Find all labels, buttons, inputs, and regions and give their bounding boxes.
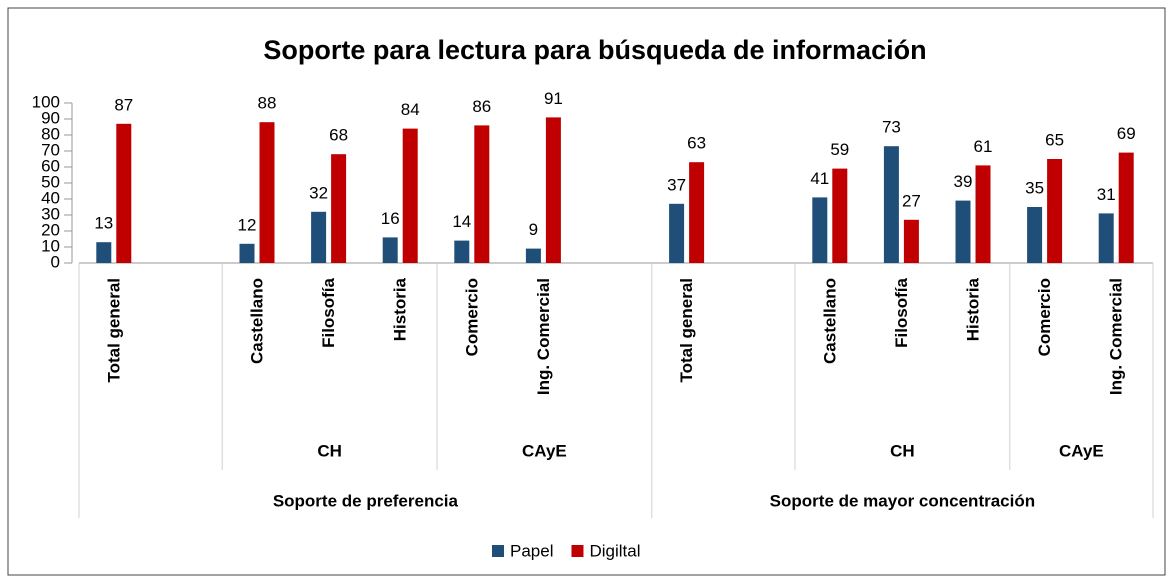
value-label: 65 — [1045, 130, 1064, 149]
y-tick-label: 0 — [51, 252, 60, 271]
x-tick-label: Total general — [677, 278, 696, 383]
legend-swatch — [571, 545, 584, 557]
bar — [669, 203, 685, 263]
bar — [239, 243, 255, 263]
bar — [311, 211, 327, 263]
bar — [545, 117, 561, 264]
bar — [116, 123, 132, 263]
value-label: 91 — [544, 89, 563, 108]
y-tick-label: 70 — [41, 140, 60, 159]
value-label: 86 — [472, 97, 491, 116]
bar — [883, 146, 899, 263]
x-tick-label: Total general — [104, 278, 123, 383]
bar — [96, 242, 112, 263]
x-tick-label: Comercio — [1035, 278, 1054, 356]
value-label: 87 — [114, 95, 133, 114]
bar — [259, 122, 275, 263]
x-tick-label: Comercio — [462, 278, 481, 356]
bar — [1118, 152, 1134, 263]
bar — [832, 168, 848, 263]
x-tick-label: Ing. Comercial — [1107, 278, 1126, 395]
x-tick-label: Historia — [963, 277, 982, 341]
bar — [903, 219, 919, 263]
value-label: 41 — [810, 169, 829, 188]
y-tick-label: 90 — [41, 108, 60, 127]
x-tick-label: Castellano — [820, 278, 839, 364]
value-label: 14 — [452, 212, 471, 231]
group-label: Soporte de preferencia — [273, 491, 459, 510]
y-tick-label: 40 — [41, 188, 60, 207]
group-label: Soporte de mayor concentración — [770, 491, 1035, 510]
value-label: 13 — [94, 214, 113, 233]
y-tick-label: 60 — [41, 156, 60, 175]
value-label: 12 — [238, 215, 257, 234]
bar — [1098, 213, 1114, 263]
x-tick-label: Filosofía — [892, 277, 911, 347]
y-tick-label: 80 — [41, 124, 60, 143]
value-label: 68 — [329, 126, 348, 145]
y-tick-label: 100 — [32, 92, 60, 111]
legend-label: Papel — [510, 541, 553, 560]
bar — [975, 165, 991, 263]
value-label: 37 — [667, 175, 686, 194]
bar — [955, 200, 971, 263]
value-label: 59 — [830, 140, 849, 159]
value-label: 84 — [401, 100, 420, 119]
value-label: 69 — [1117, 124, 1136, 143]
value-label: 73 — [882, 118, 901, 137]
chart-border — [7, 7, 1166, 576]
value-label: 9 — [529, 220, 538, 239]
y-tick-label: 30 — [41, 204, 60, 223]
legend-label: Digiltal — [589, 541, 640, 560]
value-label: 61 — [974, 137, 993, 156]
bar — [402, 128, 418, 263]
x-tick-label: Ing. Comercial — [534, 278, 553, 395]
value-label: 16 — [381, 209, 400, 228]
value-label: 39 — [954, 172, 973, 191]
bar — [525, 248, 541, 263]
value-label: 35 — [1025, 178, 1044, 197]
subgroup-label: CH — [317, 441, 342, 460]
x-tick-label: Historia — [391, 277, 410, 341]
chart-title: Soporte para lectura para búsqueda de in… — [263, 35, 926, 65]
x-tick-label: Castellano — [247, 278, 266, 364]
subgroup-label: CAyE — [522, 441, 567, 460]
value-label: 32 — [309, 183, 328, 202]
bar — [689, 162, 705, 263]
y-tick-label: 50 — [41, 172, 60, 191]
bar — [454, 240, 470, 263]
subgroup-label: CH — [890, 441, 915, 460]
x-tick-label: Filosofía — [319, 277, 338, 347]
bar — [1027, 207, 1043, 263]
bar — [474, 125, 490, 264]
subgroup-label: CAyE — [1059, 441, 1104, 460]
value-label: 27 — [902, 191, 921, 210]
value-label: 88 — [258, 94, 277, 113]
bar — [331, 154, 347, 263]
value-label: 31 — [1097, 185, 1116, 204]
bar — [1047, 159, 1063, 263]
legend-swatch — [492, 545, 504, 557]
y-tick-label: 20 — [41, 220, 60, 239]
bar — [812, 197, 828, 263]
y-tick-label: 10 — [41, 236, 60, 255]
value-label: 63 — [687, 134, 706, 153]
bar — [382, 237, 398, 263]
